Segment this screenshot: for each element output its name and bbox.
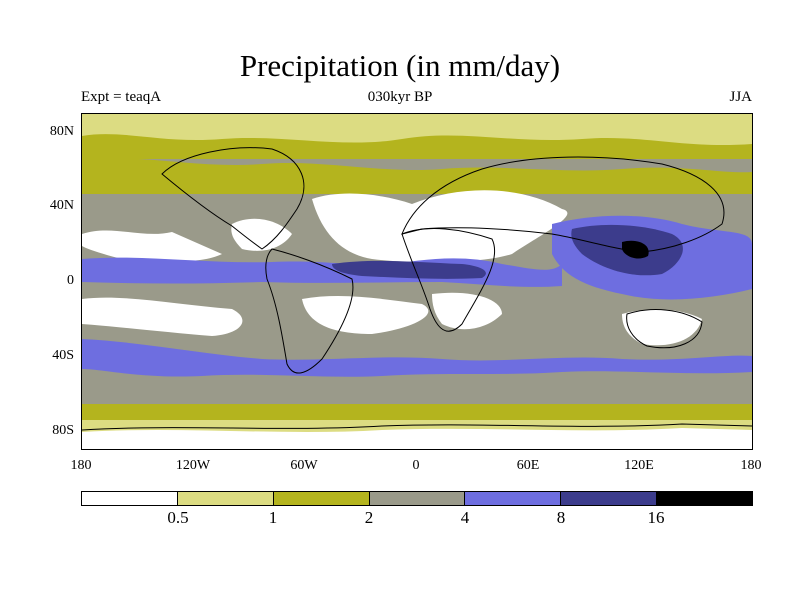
lon-label: 120E (624, 458, 654, 473)
lat-label: 80N (49, 124, 74, 139)
monsoon-max (622, 240, 649, 259)
lon-label: 60W (290, 458, 318, 473)
australia-dry (622, 309, 702, 346)
south-atlantic-dry (302, 296, 429, 334)
atlantic-intense-rain (332, 260, 486, 279)
colorbar-segment (177, 492, 274, 505)
lon-label: 0 (412, 458, 420, 473)
eurasia-outline (401, 156, 725, 253)
southern-africa-dry (432, 292, 502, 330)
lat-label: 40S (52, 348, 74, 363)
southern-storm-track (82, 339, 752, 377)
arctic-light-band (82, 114, 752, 146)
lon-label: 120W (175, 458, 211, 473)
colorbar-segment (82, 492, 178, 505)
colorbar-label: 0.5 (167, 508, 189, 527)
colorbar (81, 491, 753, 506)
south-america-outline (265, 248, 354, 374)
colorbar-label: 1 (268, 508, 278, 527)
australia-outline (626, 309, 703, 349)
antarctica-dry (82, 428, 752, 449)
south-pacific-dry (82, 297, 243, 336)
sahara-dry (312, 190, 568, 263)
colorbar-label: 16 (647, 508, 665, 527)
colorbar-segment (465, 492, 562, 505)
colorbar-label: 4 (460, 508, 470, 527)
precipitation-map (81, 113, 753, 450)
coastlines (82, 147, 752, 431)
mid-north-band (82, 157, 752, 194)
lat-label: 40N (49, 198, 74, 213)
lon-label: 180 (70, 458, 92, 473)
season-label: JJA (729, 89, 752, 105)
lat-label: 0 (67, 273, 74, 288)
antarctica-outline (82, 423, 752, 431)
africa-outline (401, 228, 496, 332)
experiment-label: Expt = teaqA (81, 89, 162, 105)
lon-label: 60E (516, 458, 540, 473)
colorbar-label: 8 (556, 508, 566, 527)
colorbar-label: 2 (364, 508, 374, 527)
colorbar-segment (561, 492, 658, 505)
mexico-dry (231, 218, 292, 251)
colorbar-segment (369, 492, 466, 505)
lon-label: 180 (740, 458, 762, 473)
lat-label: 80S (52, 423, 74, 438)
north-pacific-dry (82, 230, 222, 262)
time-label: 030kyr BP (367, 89, 433, 105)
north-america-outline (161, 147, 305, 250)
map-title: Precipitation (in mm/day) (239, 48, 561, 83)
colorbar-segment (273, 492, 370, 505)
antarctic-coast-band (82, 404, 752, 424)
colorbar-segment (657, 492, 753, 505)
